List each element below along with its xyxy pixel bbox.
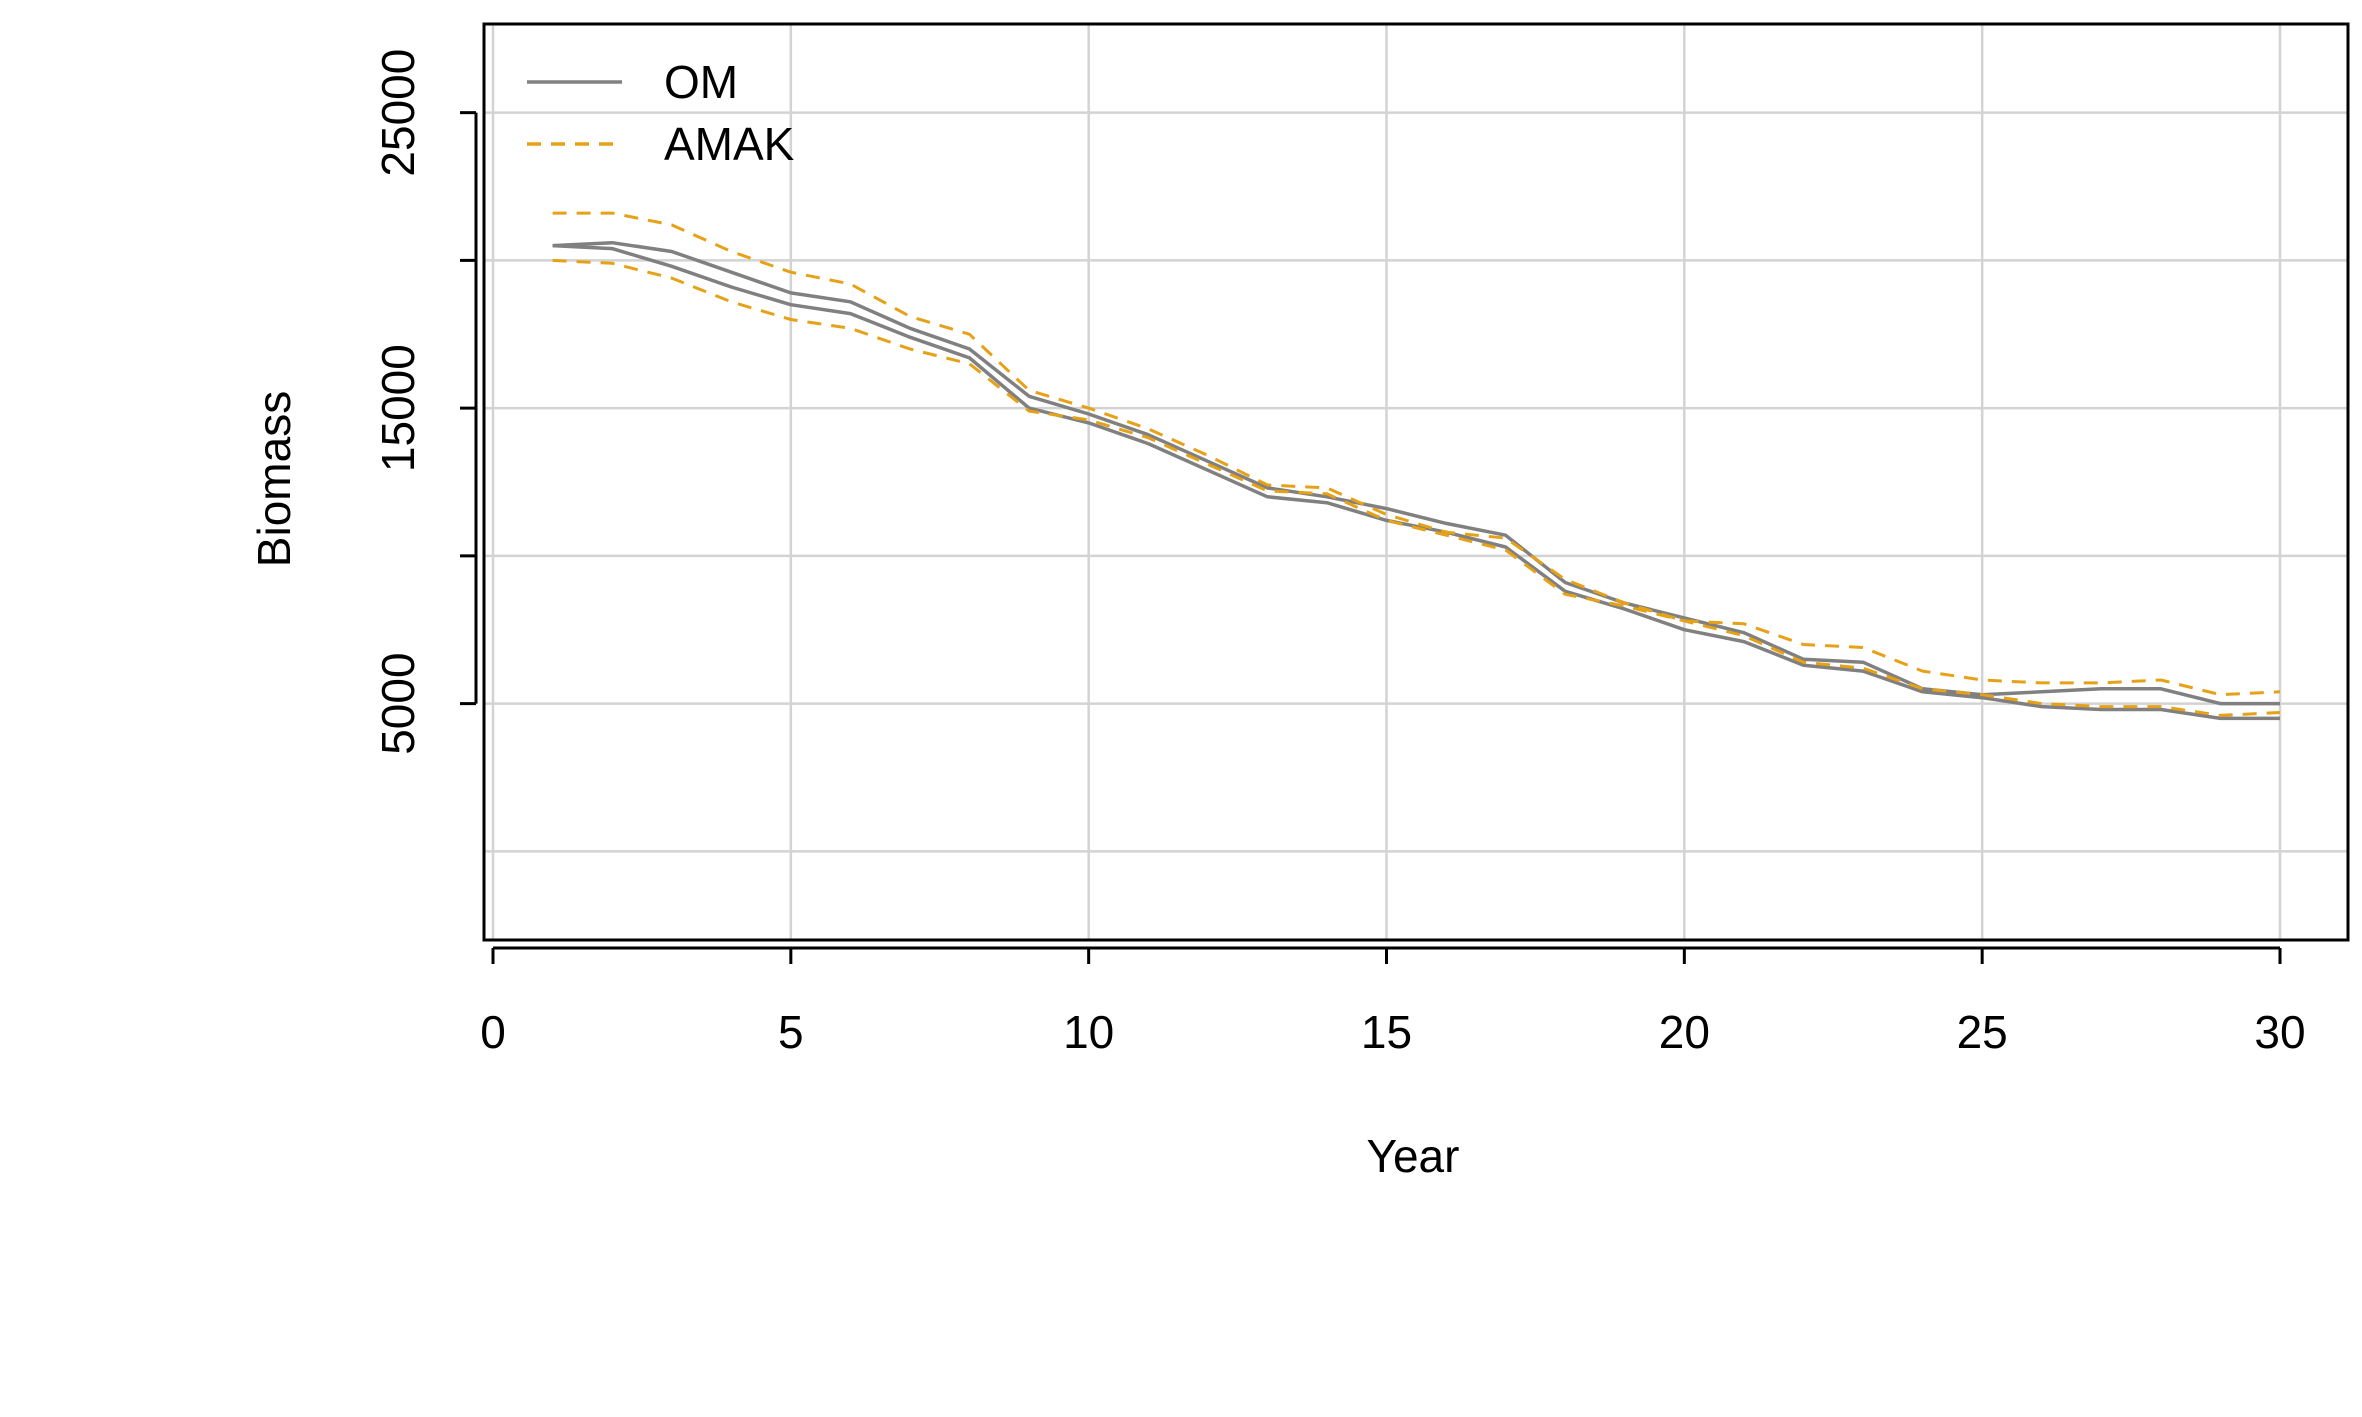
series-line-om-upper [552, 240, 2280, 706]
x-tick-label: 30 [2254, 1006, 2305, 1058]
x-tick-label: 10 [1063, 1006, 1114, 1058]
x-tick-label: 5 [778, 1006, 804, 1058]
legend-label-om: OM [664, 56, 738, 108]
legend: OM AMAK [527, 56, 795, 170]
x-tick-label: 0 [480, 1006, 506, 1058]
x-tick-label: 15 [1361, 1006, 1412, 1058]
x-axis-title: Year [1367, 1130, 1460, 1182]
legend-label-amak: AMAK [664, 118, 795, 170]
y-tick-label: 15000 [372, 344, 424, 472]
grid-lines [484, 24, 2348, 940]
x-tick-label: 25 [1957, 1006, 2008, 1058]
y-tick-label: 5000 [372, 652, 424, 754]
y-axis-title: Biomass [248, 391, 300, 567]
y-axis: 5000 15000 25000 [372, 49, 478, 755]
x-axis: 0 5 10 15 20 25 30 [480, 946, 2306, 1058]
plot-frame [482, 22, 2350, 942]
series-line-om-lower [552, 243, 2280, 721]
series-line-amak-upper [552, 211, 2281, 697]
series-lines [552, 211, 2281, 721]
x-tick-label: 20 [1659, 1006, 1710, 1058]
series-line-amak-lower [552, 258, 2281, 717]
y-tick-label: 25000 [372, 49, 424, 177]
